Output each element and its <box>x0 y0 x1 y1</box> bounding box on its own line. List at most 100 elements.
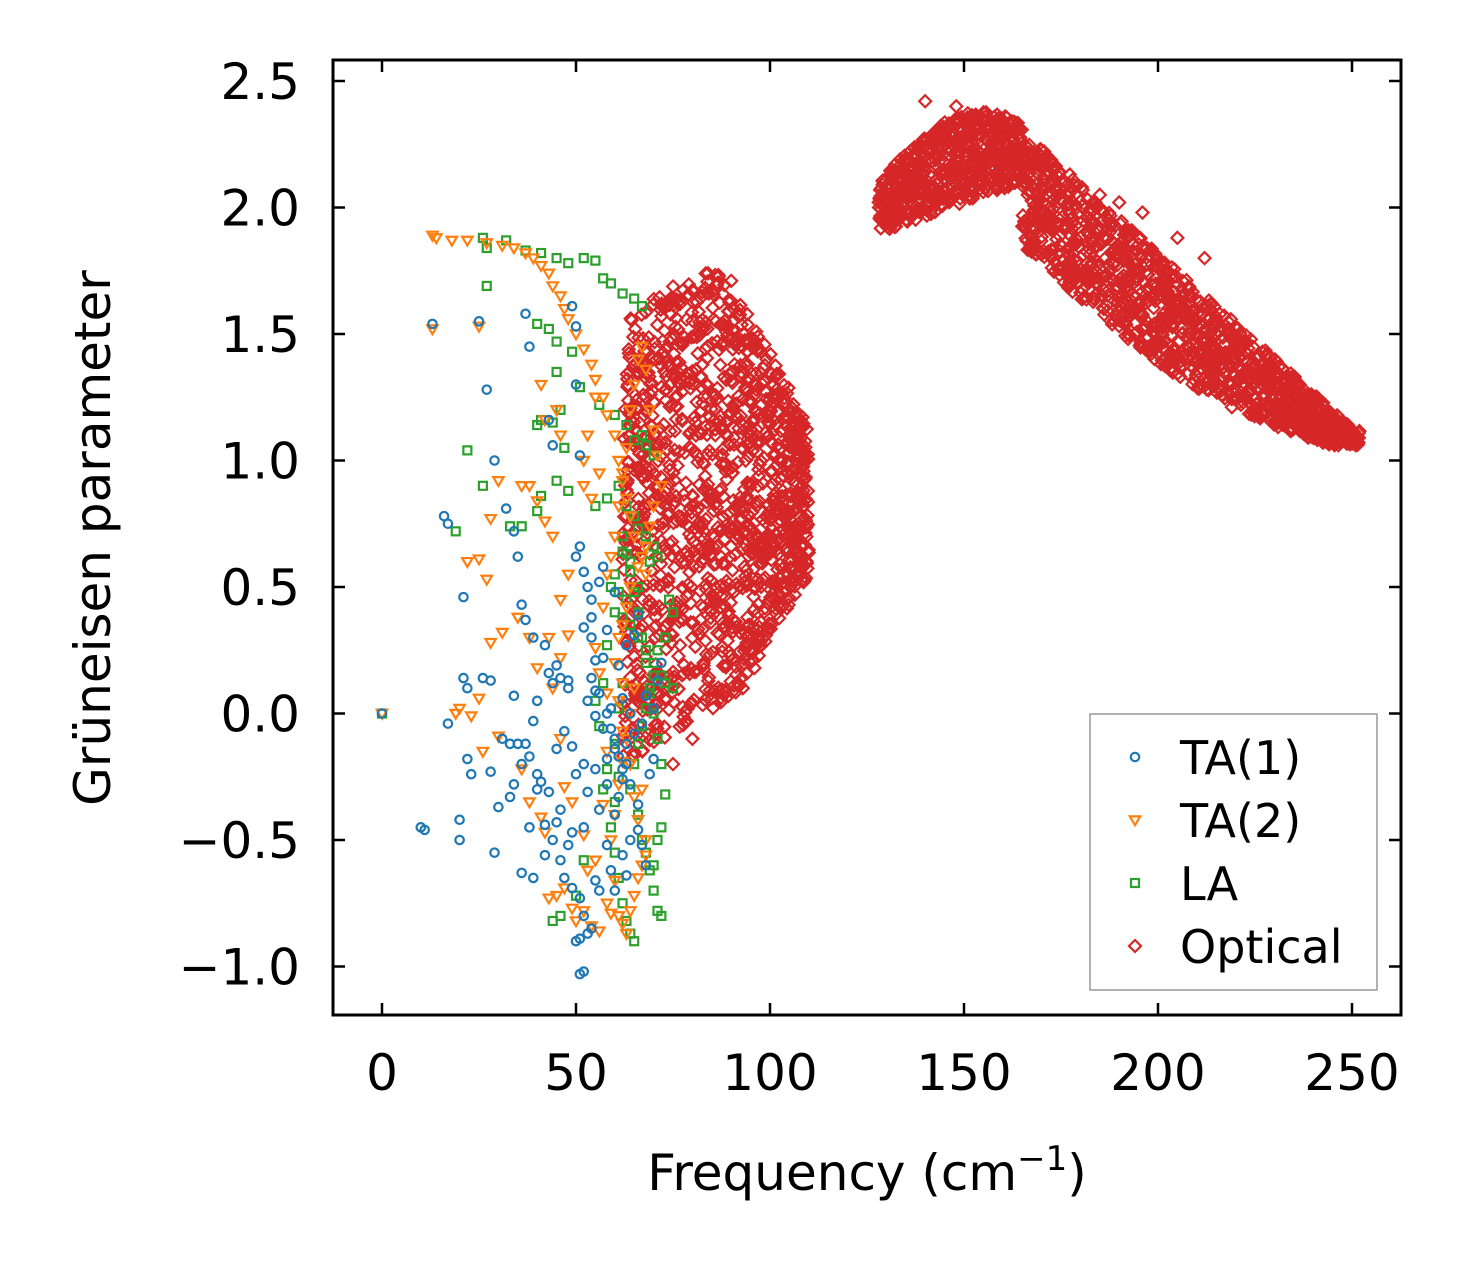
data-point <box>506 243 522 256</box>
data-point <box>786 519 802 535</box>
data-point <box>599 410 615 423</box>
data-point <box>646 501 661 514</box>
data-point <box>631 445 647 461</box>
data-point <box>665 756 681 772</box>
data-point <box>871 194 887 210</box>
data-point <box>641 450 657 466</box>
data-point <box>1024 244 1040 260</box>
data-point <box>989 178 1005 194</box>
data-point <box>685 558 701 574</box>
data-point <box>622 669 638 685</box>
data-point <box>674 337 690 353</box>
data-point <box>1111 280 1127 296</box>
x-tick-label: 100 <box>722 1044 817 1102</box>
data-point <box>736 481 752 497</box>
data-point <box>1231 395 1247 411</box>
data-point <box>530 663 545 676</box>
data-point <box>649 667 665 683</box>
data-point <box>1166 340 1183 356</box>
data-point <box>1100 231 1116 247</box>
data-point <box>660 789 671 800</box>
data-point <box>632 799 644 810</box>
data-point <box>533 812 549 825</box>
data-point <box>791 465 807 481</box>
data-point <box>685 376 701 392</box>
data-point <box>1164 319 1181 335</box>
data-point <box>1152 286 1168 303</box>
data-point <box>683 614 699 630</box>
data-point <box>714 639 731 655</box>
data-point <box>769 366 785 382</box>
data-point <box>663 397 679 413</box>
data-point <box>796 572 812 588</box>
data-point <box>429 233 444 246</box>
data-point <box>718 659 734 675</box>
data-point <box>664 594 675 605</box>
data-point <box>1099 266 1115 283</box>
data-point <box>665 664 681 680</box>
data-point <box>574 450 586 461</box>
data-point <box>775 410 791 427</box>
data-point <box>605 822 617 833</box>
data-point <box>648 708 659 719</box>
data-point <box>1110 257 1126 273</box>
data-point <box>605 278 617 289</box>
data-point <box>1344 426 1360 443</box>
data-point <box>531 695 543 707</box>
data-point <box>462 445 473 456</box>
data-point <box>771 545 787 561</box>
data-point <box>1244 403 1260 419</box>
data-point <box>761 616 777 632</box>
data-point <box>781 590 797 606</box>
data-point <box>973 177 989 193</box>
data-point <box>590 685 601 697</box>
data-point <box>1327 410 1343 426</box>
data-point <box>729 396 745 412</box>
data-point <box>761 427 777 444</box>
data-point <box>765 389 781 405</box>
data-point <box>516 867 527 879</box>
data-point <box>756 531 772 547</box>
data-point <box>551 253 562 264</box>
data-point <box>656 657 667 669</box>
data-point <box>703 610 719 626</box>
data-point <box>520 308 531 320</box>
data-point <box>551 475 562 486</box>
data-point <box>1340 430 1356 446</box>
data-point <box>721 294 737 310</box>
x-tick-label: 0 <box>366 1044 398 1102</box>
data-point <box>1007 164 1023 180</box>
data-point <box>760 497 776 514</box>
data-point <box>553 653 568 666</box>
data-point <box>1067 268 1083 284</box>
data-point <box>747 581 763 597</box>
data-point <box>782 559 798 575</box>
data-point <box>539 639 551 651</box>
data-point <box>704 490 720 506</box>
data-point <box>649 317 665 333</box>
data-point <box>941 115 957 132</box>
data-point <box>978 104 994 120</box>
data-point <box>905 162 921 178</box>
data-point <box>479 574 494 587</box>
data-point <box>541 893 556 906</box>
data-point <box>1012 163 1028 180</box>
data-point <box>741 541 757 558</box>
data-point <box>570 551 582 562</box>
data-point <box>592 926 607 939</box>
data-point <box>481 280 492 292</box>
data-point <box>734 580 751 596</box>
data-point <box>631 638 647 654</box>
data-point <box>465 768 477 780</box>
data-point <box>727 547 743 563</box>
data-point <box>1250 407 1266 424</box>
data-point <box>796 510 812 526</box>
data-point <box>677 546 693 562</box>
data-point <box>590 500 601 512</box>
data-point <box>720 462 736 478</box>
data-point <box>623 405 638 418</box>
data-point <box>708 313 724 329</box>
data-point <box>462 753 473 765</box>
data-point <box>991 125 1007 141</box>
data-point <box>1331 409 1347 425</box>
